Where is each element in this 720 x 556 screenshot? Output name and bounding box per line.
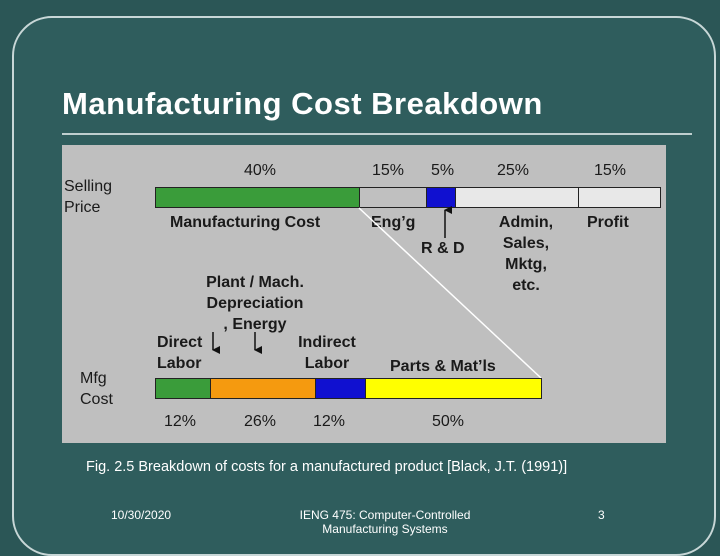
label-indirect-labor: Indirect Labor [298,334,356,372]
label-parts-materials: Parts & Mat’ls [390,358,496,375]
pct-label-direct-labor: 12% [164,413,197,430]
label-direct-labor: Direct Labor [157,334,203,372]
label-engg: Eng’g [371,214,416,231]
label-admin: Admin, Sales, Mktg, etc. [498,214,554,294]
label-profit: Profit [587,214,629,231]
pct-label-profit: 15% [594,162,627,179]
pct-label-rnd: 5% [431,162,455,179]
bar-segment-indirect-labor [315,378,366,399]
footer-date: 10/30/2020 [111,508,172,522]
pct-label-manufacturing-cost: 40% [244,162,277,179]
bar-segment-parts-materials [365,378,542,399]
bar-segment-profit [578,187,661,208]
pct-label-parts-materials: 50% [432,413,465,430]
connector-lines [212,206,542,379]
pct-label-plant: 26% [244,413,277,430]
label-rnd: R & D [421,240,465,257]
pct-label-indirect-labor: 12% [313,413,346,430]
label-manufacturing-cost: Manufacturing Cost [170,214,321,231]
footer-page-number: 3 [598,508,605,522]
title-underline [62,133,692,135]
row-label-mfg-cost: Mfg Cost [80,370,113,408]
footer-course: IENG 475: Computer-Controlled Manufactur… [299,508,471,536]
bar-segment-plant [210,378,316,399]
pct-label-engg: 15% [372,162,405,179]
row-label-selling-price: Selling Price [64,178,113,216]
figure-caption: Fig. 2.5 Breakdown of costs for a manufa… [86,459,568,475]
slide-title: Manufacturing Cost Breakdown [62,86,543,121]
label-plant-depreciation: Plant / Mach. Depreciation , Energy [206,274,304,333]
bar-segment-direct-labor [155,378,211,399]
pct-label-admin: 25% [497,162,530,179]
diagonal-line [358,207,542,379]
